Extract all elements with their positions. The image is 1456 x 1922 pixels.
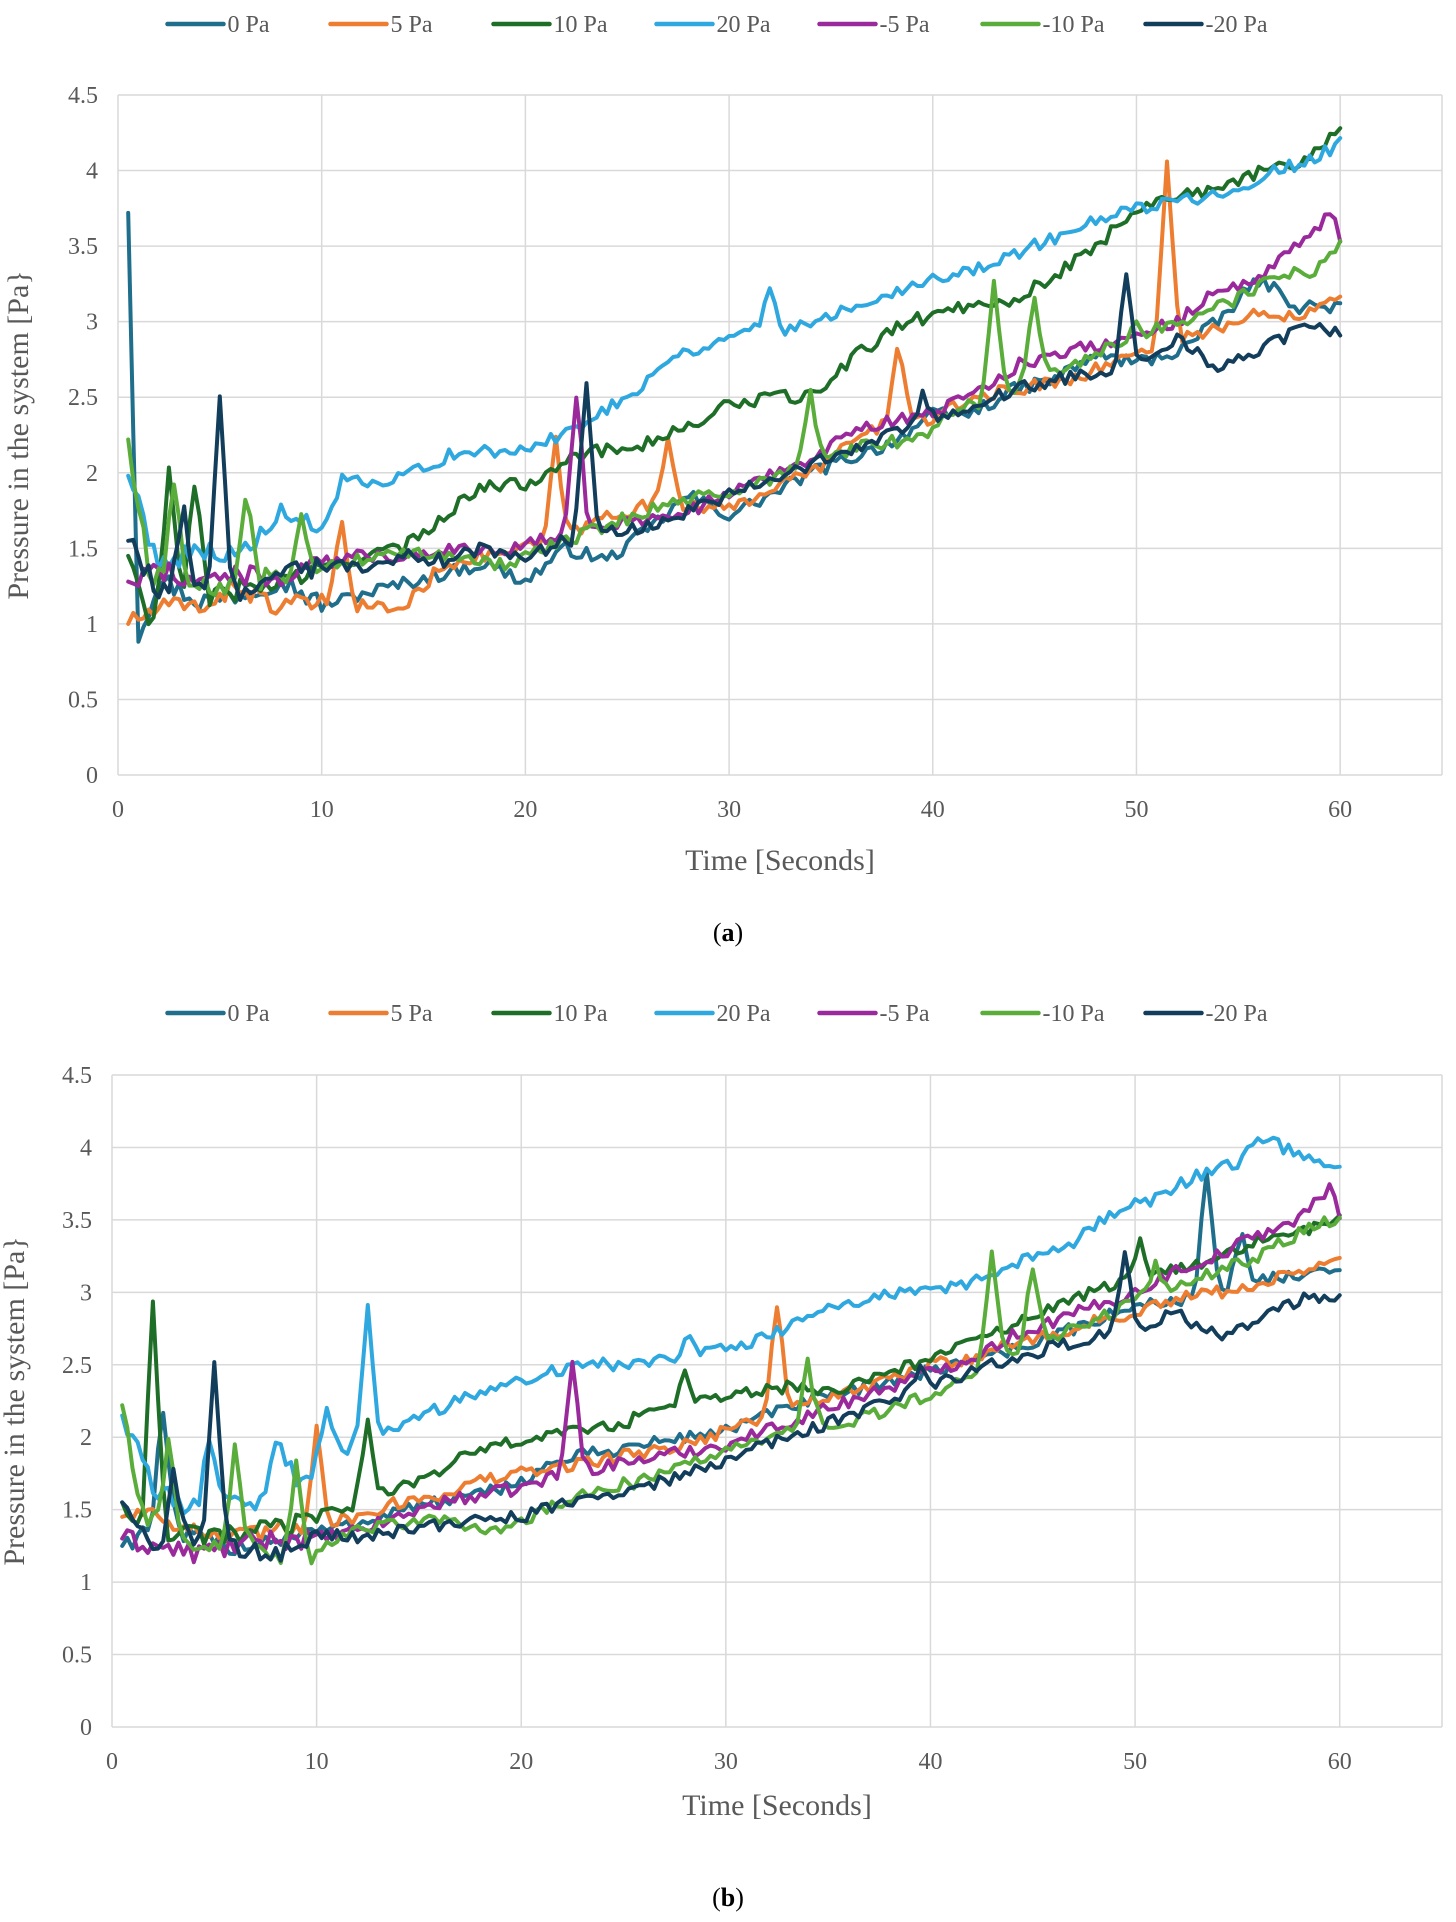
x-tick-label: 50 [1124, 797, 1148, 823]
x-tick-label: 60 [1328, 797, 1352, 823]
legend-label: -5 Pa [880, 1001, 930, 1027]
chart-a: 0 0.5 1 1.5 2 2.5 3 3.5 4 4.5 0 10 20 30 40 50 60 Time [S… [2, 12, 1443, 877]
legend-label: 20 Pa [717, 12, 771, 38]
x-tick-label: 20 [509, 1749, 533, 1775]
x-tick-label: 10 [305, 1749, 329, 1775]
series-line-5Pa [120, 1255, 1342, 1544]
y-tick-label: 1 [86, 612, 98, 638]
y-tick-label: 2 [80, 1425, 92, 1451]
legend-label: 0 Pa [228, 12, 270, 38]
x-tick-label: 30 [717, 797, 741, 823]
legend-label: 0 Pa [228, 1001, 270, 1027]
y-tick-label: 2 [86, 461, 98, 487]
caption-b-letter: b [720, 1883, 736, 1912]
y-tick-label: 0.5 [68, 687, 98, 713]
y-tick-label: 4 [86, 159, 98, 185]
caption-a: (a) [712, 918, 744, 947]
y-tick-label: 3.5 [68, 234, 98, 260]
legend-label: -20 Pa [1206, 12, 1268, 38]
y-tick-label: 1.5 [68, 536, 98, 562]
y-tick-label: 2.5 [68, 385, 98, 411]
x-tick-label: 50 [1123, 1749, 1147, 1775]
x-tick-label: 10 [310, 797, 334, 823]
series-line-20Pa [126, 136, 1343, 572]
x-tick-label: 0 [112, 797, 124, 823]
x-axis-title: Time [Seconds] [682, 1789, 872, 1822]
legend-label: -20 Pa [1206, 1001, 1268, 1027]
legend: 0 Pa 5 Pa 10 Pa 20 Pa -5 Pa -10 Pa -20 Pa [165, 12, 1268, 38]
series-line-0Pa [120, 1169, 1342, 1557]
y-tick-label: 4.5 [68, 83, 98, 109]
gridlines [117, 94, 1443, 776]
legend-label: 10 Pa [554, 1001, 608, 1027]
y-tick-label: 0 [86, 763, 98, 789]
y-axis-title: Pressure in the system [Pa} [0, 1236, 31, 1565]
series-line-20Pa [120, 1135, 1342, 1516]
y-tick-label: 0.5 [62, 1643, 92, 1669]
series-line-minus20Pa [126, 272, 1343, 602]
legend-label: -10 Pa [1043, 1001, 1105, 1027]
series-line-10Pa [120, 1213, 1342, 1547]
gridlines [111, 1074, 1443, 1728]
y-tick-label: 1 [80, 1570, 92, 1596]
caption-a-letter: a [721, 918, 735, 947]
series-line-minus5Pa [120, 1182, 1342, 1565]
x-axis-title: Time [Seconds] [685, 844, 875, 877]
caption-b: (b) [712, 1883, 744, 1912]
y-tick-label: 3.5 [62, 1208, 92, 1234]
x-tick-label: 40 [918, 1749, 942, 1775]
chart-b: 0 0.5 1 1.5 2 2.5 3 3.5 4 4.5 0 10 20 30 40 50 60 Time [S… [0, 1001, 1443, 1822]
legend: 0 Pa 5 Pa 10 Pa 20 Pa -5 Pa -10 Pa -20 Pa [165, 1001, 1268, 1027]
y-tick-label: 4.5 [62, 1063, 92, 1089]
x-tick-label: 60 [1328, 1749, 1352, 1775]
chart-panel-b: 0 0.5 1 1.5 2 2.5 3 3.5 4 4.5 0 10 20 30 40 50 60 Time [S… [0, 995, 1456, 1922]
y-tick-label: 0 [80, 1715, 92, 1741]
legend-label: -10 Pa [1043, 12, 1105, 38]
legend-label: 5 Pa [391, 1001, 433, 1027]
series-line-minus20Pa [120, 1250, 1342, 1563]
y-tick-label: 3 [80, 1280, 92, 1306]
y-tick-label: 4 [80, 1135, 92, 1161]
legend-label: 10 Pa [554, 12, 608, 38]
legend-label: 5 Pa [391, 12, 433, 38]
x-tick-label: 0 [106, 1749, 118, 1775]
series-line-5Pa [126, 159, 1343, 626]
y-tick-label: 2.5 [62, 1353, 92, 1379]
series-line-0Pa [126, 210, 1343, 644]
chart-panel-a: 0 0.5 1 1.5 2 2.5 3 3.5 4 4.5 0 10 20 30 40 50 60 Time [S… [0, 0, 1456, 960]
legend-label: 20 Pa [717, 1001, 771, 1027]
legend-label: -5 Pa [880, 12, 930, 38]
y-tick-label: 1.5 [62, 1498, 92, 1524]
series-line-minus10Pa [120, 1215, 1342, 1566]
y-tick-label: 3 [86, 310, 98, 336]
y-axis-title: Pressure in the system [Pa} [2, 270, 35, 599]
x-tick-label: 20 [513, 797, 537, 823]
x-tick-label: 40 [921, 797, 945, 823]
x-tick-label: 30 [714, 1749, 738, 1775]
